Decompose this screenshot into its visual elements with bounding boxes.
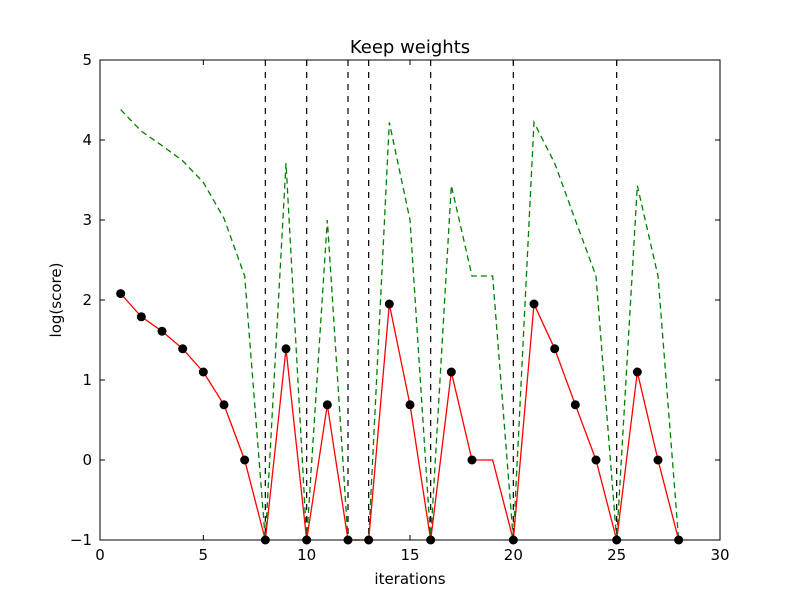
x-axis-label: iterations: [374, 570, 445, 588]
y-tick-label: 4: [82, 131, 92, 149]
data-point-0-24: [591, 455, 601, 465]
data-point-0-1: [116, 289, 126, 299]
chart-title: Keep weights: [350, 37, 470, 58]
data-point-0-27: [653, 455, 663, 465]
data-point-0-21: [529, 299, 539, 309]
data-point-0-15: [405, 400, 415, 410]
data-point-0-18: [467, 455, 477, 465]
x-tick-label: 20: [504, 546, 523, 564]
data-point-0-2: [136, 312, 146, 322]
x-tick-label: 0: [95, 546, 105, 564]
data-point-0-14: [384, 299, 394, 309]
y-axis-label: log(score): [47, 263, 65, 338]
y-tick-label: 3: [82, 211, 92, 229]
series-markers: [116, 289, 684, 545]
data-point-0-6: [219, 400, 229, 410]
data-point-0-7: [240, 455, 250, 465]
data-point-0-26: [632, 367, 642, 377]
data-point-0-9: [281, 344, 291, 354]
data-point-0-3: [157, 326, 167, 336]
x-tick-label: 15: [400, 546, 419, 564]
series-line-1: [120, 109, 680, 541]
y-tick-label: −1: [70, 531, 92, 549]
vertical-lines: [264, 60, 618, 540]
x-tick-label: 5: [199, 546, 209, 564]
x-tick-label: 10: [297, 546, 316, 564]
y-tick-label: 0: [82, 451, 92, 469]
data-point-0-17: [446, 367, 456, 377]
plot-area: [100, 60, 720, 540]
y-tick-label: 2: [82, 291, 92, 309]
series-line-0: [120, 293, 680, 541]
series-lines: [120, 109, 680, 541]
data-point-0-22: [550, 344, 560, 354]
x-tick-label: 25: [607, 546, 626, 564]
data-point-0-11: [322, 400, 332, 410]
y-tick-label: 5: [82, 51, 92, 69]
x-tick-label: 30: [710, 546, 729, 564]
data-point-0-23: [570, 400, 580, 410]
data-point-0-4: [178, 344, 188, 354]
y-tick-label: 1: [82, 371, 92, 389]
data-point-0-5: [198, 367, 208, 377]
